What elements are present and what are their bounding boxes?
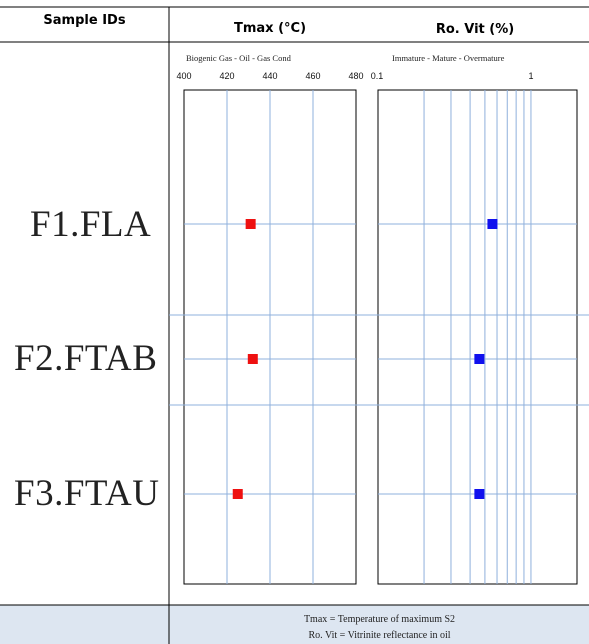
footer-line-2: Ro. Vit = Vitrinite reflectance in oil: [308, 630, 451, 641]
ro-tick-label-0: 0.1: [370, 71, 384, 81]
footer-line-1: Tmax = Temperature of maximum S2: [303, 614, 456, 625]
ro-marker-3: [474, 489, 485, 499]
sample-label-2: F2.FTAB: [14, 338, 158, 379]
sample-ids-header: Sample IDs: [43, 13, 126, 28]
tmax-tick-label-0: 400: [176, 71, 192, 81]
tmax-tick-label-3: 460: [305, 71, 321, 81]
tmax-marker-1: [245, 219, 256, 229]
footer-background: [0, 605, 589, 644]
ro-zone-caption: Immature - Mature - Overmature: [392, 53, 505, 63]
tmax-header: Tmax (°C): [233, 21, 307, 36]
ro-gridlines: [169, 90, 589, 584]
tmax-zone-caption: Biogenic Gas - Oil - Gas Cond: [186, 53, 291, 63]
tmax-marker-2: [247, 354, 258, 364]
tmax-markers: [232, 219, 258, 499]
tmax-tick-label-2: 440: [262, 71, 278, 81]
sample-label-1: F1.FLA: [30, 204, 152, 245]
ro-plot-frame: [377, 89, 578, 585]
ro-vit-header: Ro. Vit (%): [435, 22, 515, 37]
tmax-tick-label-4: 480: [348, 71, 364, 81]
ro-markers: [474, 219, 498, 499]
ro-vit-plot: [169, 89, 589, 585]
tmax-marker-3: [232, 489, 243, 499]
tmax-plot: [169, 89, 589, 585]
tmax-gridlines: [169, 90, 589, 584]
ro-marker-1: [487, 219, 498, 229]
tmax-tick-label-1: 420: [219, 71, 235, 81]
ro-tick-label-1: 1: [528, 71, 534, 81]
ro-marker-2: [474, 354, 485, 364]
sample-label-3: F3.FTAU: [14, 473, 160, 514]
